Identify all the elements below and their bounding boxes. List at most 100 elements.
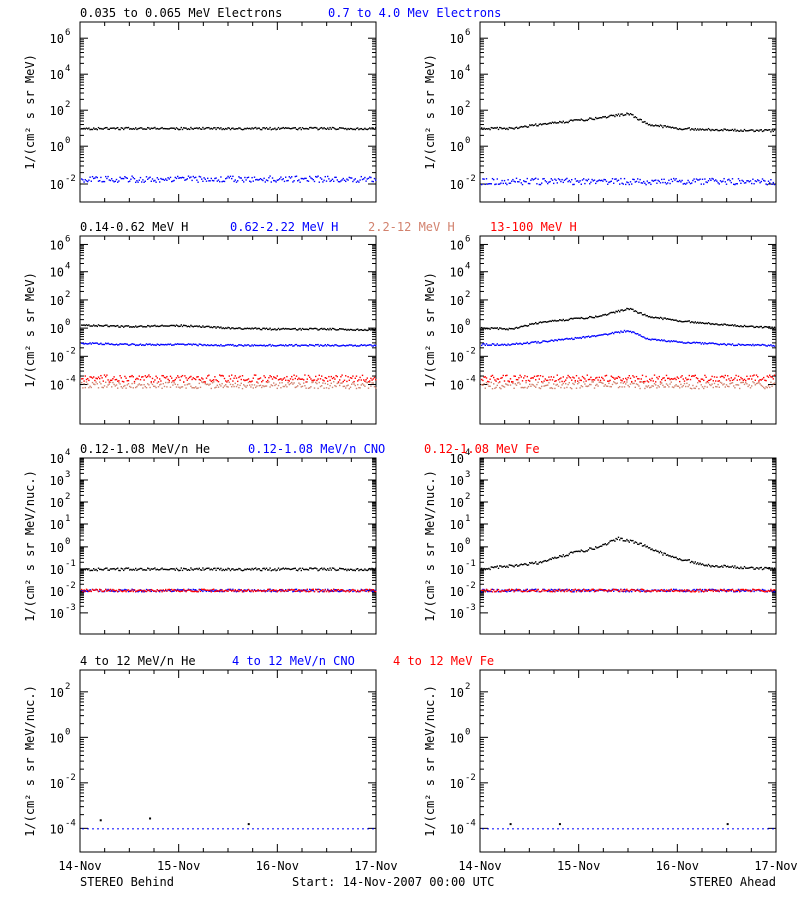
data-point: [324, 382, 326, 385]
data-point: [608, 333, 610, 335]
data-point: [159, 589, 161, 592]
data-point: [497, 183, 500, 185]
data-point: [336, 382, 338, 385]
data-point: [661, 125, 663, 127]
data-point: [307, 328, 310, 331]
data-point: [640, 542, 642, 545]
data-point: [345, 387, 347, 389]
data-point: [319, 378, 322, 380]
data-point: [114, 379, 116, 381]
data-point: [719, 343, 722, 345]
data-point: [710, 378, 712, 380]
data-point: [88, 179, 90, 181]
data-point: [497, 378, 500, 380]
data-point: [209, 180, 211, 182]
data-point: [292, 568, 294, 570]
data-point: [114, 568, 116, 571]
data-point: [298, 589, 300, 591]
y-tick-exponent: 0: [65, 537, 70, 547]
data-point: [655, 549, 657, 551]
y-tick-label: 10: [450, 68, 464, 82]
data-point: [705, 564, 707, 566]
data-point: [252, 328, 254, 330]
data-point: [241, 590, 244, 592]
data-point: [184, 324, 186, 327]
data-point: [584, 120, 586, 122]
data-point: [520, 386, 522, 389]
data-point: [620, 309, 622, 311]
data-point: [321, 375, 323, 377]
data-point: [349, 568, 352, 570]
data-point: [701, 178, 704, 180]
data-point: [725, 379, 728, 381]
data-point: [685, 385, 687, 388]
data-point: [244, 327, 246, 330]
data-point: [519, 326, 521, 328]
data-point: [746, 344, 748, 346]
data-point: [105, 342, 107, 344]
data-point: [341, 374, 343, 376]
data-point: [765, 183, 767, 185]
data-point: [124, 568, 126, 570]
data-point: [566, 177, 568, 180]
data-point: [772, 344, 774, 347]
data-point: [196, 376, 198, 378]
data-point: [114, 128, 116, 130]
data-point: [139, 589, 142, 592]
data-point: [735, 130, 737, 132]
data-point: [743, 344, 746, 346]
data-point: [196, 179, 198, 181]
data-point: [144, 375, 146, 377]
data-point: [737, 178, 740, 180]
data-point: [108, 383, 110, 385]
data-point: [598, 334, 600, 336]
data-point: [348, 379, 350, 382]
data-point: [753, 382, 755, 384]
data-point: [743, 128, 746, 131]
data-point: [592, 316, 594, 319]
data-point: [537, 178, 539, 180]
data-point: [231, 177, 233, 180]
data-point: [153, 590, 155, 592]
data-point: [632, 539, 634, 542]
data-point: [181, 325, 184, 328]
data-point: [715, 323, 717, 325]
data-point: [175, 567, 178, 570]
data-point: [681, 321, 683, 323]
data-point: [101, 569, 103, 571]
data-point: [592, 379, 594, 381]
data-point: [365, 329, 367, 331]
data-point: [223, 345, 226, 347]
data-point: [365, 180, 367, 182]
data-point: [253, 127, 256, 129]
data-point: [560, 386, 562, 389]
data-point: [298, 328, 300, 330]
data-point: [603, 385, 605, 387]
data-point: [575, 387, 578, 389]
data-point: [634, 310, 636, 312]
data-point: [127, 344, 130, 346]
data-point: [365, 590, 367, 593]
data-point: [524, 589, 526, 592]
data-point: [529, 124, 531, 126]
data-point: [639, 334, 641, 336]
data-point: [487, 590, 489, 593]
data-point: [183, 176, 185, 179]
data-point: [635, 180, 638, 183]
data-point: [251, 380, 253, 382]
data-point: [221, 128, 223, 131]
data-point: [203, 177, 205, 179]
data-point: [163, 127, 166, 130]
data-point: [527, 342, 530, 345]
data-point: [258, 344, 260, 347]
data-point: [279, 588, 281, 591]
data-point: [608, 380, 610, 382]
data-point: [705, 590, 707, 592]
data-point: [185, 590, 187, 593]
data-point: [105, 127, 107, 129]
data-point: [771, 183, 773, 185]
data-point: [687, 320, 689, 322]
data-point: [631, 590, 633, 593]
data-point: [217, 567, 220, 570]
data-point: [271, 384, 274, 387]
